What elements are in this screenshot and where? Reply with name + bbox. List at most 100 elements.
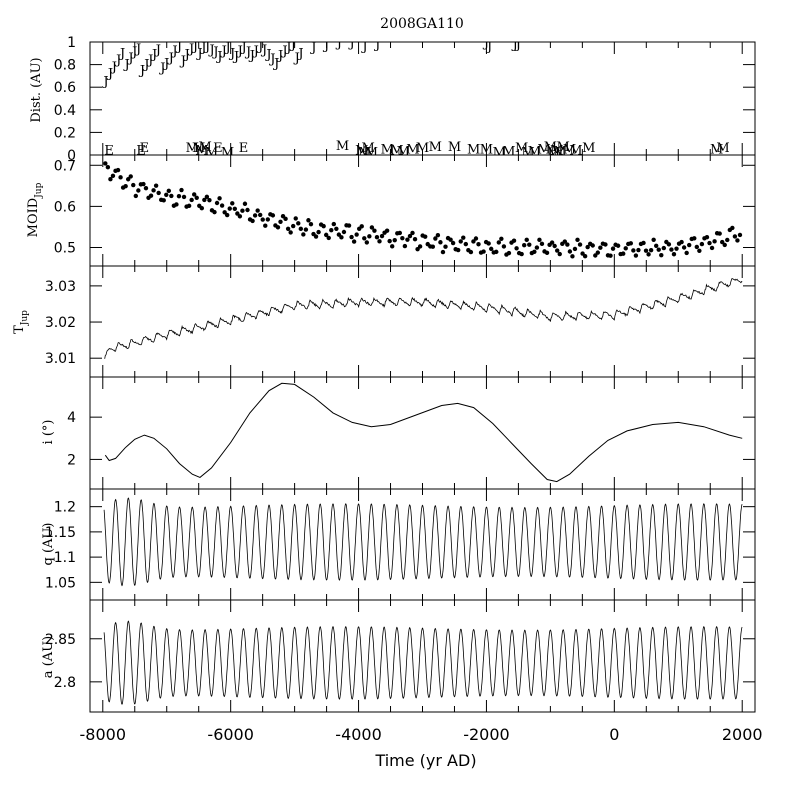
panel-moid: MOIDJup 0.5 0.6 0.7 (26, 154, 756, 267)
encounter-M: M (448, 140, 461, 155)
data-point (661, 245, 667, 251)
encounter-J: J (268, 52, 275, 67)
data-point (103, 161, 108, 166)
data-point (712, 239, 717, 244)
data-point (290, 223, 296, 229)
data-point (539, 241, 545, 247)
data-point (610, 246, 616, 251)
y-tick-label-dist: 0.8 (54, 58, 76, 74)
data-point (608, 253, 613, 258)
panel-tjup: TJup 3.01 3.02 3.03 (12, 265, 756, 378)
x-tick-label: -4000 (335, 725, 382, 744)
data-point (435, 233, 441, 238)
encounter-J: J (162, 56, 169, 71)
encounter-J: J (511, 37, 518, 52)
encounter-M: M (547, 146, 560, 161)
x-tick-label: -6000 (207, 725, 254, 744)
encounter-M: M (221, 146, 234, 161)
data-point (389, 244, 395, 249)
data-point (285, 226, 291, 232)
data-point (169, 193, 174, 199)
series-line (103, 497, 743, 587)
y-axis-label-q: q (AU) (41, 523, 56, 566)
encounter-J: J (293, 51, 300, 66)
encounter-M: M (192, 141, 205, 156)
data-point (549, 240, 555, 245)
panel-q: q (AU) 1.05 1.1 1.15 1.2 (41, 488, 756, 601)
y-tick-label-q: 1.05 (45, 575, 76, 591)
data-point (534, 245, 540, 250)
data-point (326, 235, 331, 241)
series-group-tjup (104, 278, 743, 359)
encounter-M: M (544, 140, 557, 155)
data-point (522, 242, 527, 248)
encounter-M: M (550, 143, 563, 158)
encounter-J: J (264, 47, 271, 62)
data-point (148, 193, 154, 198)
data-point (230, 201, 235, 206)
y-axis-label-tjup: TJup (12, 310, 30, 334)
data-point (298, 226, 304, 232)
encounter-J: J (220, 44, 227, 59)
data-point (506, 250, 512, 256)
encounter-M: M (381, 142, 394, 157)
encounter-M: M (429, 140, 442, 155)
encounter-E: E (213, 141, 223, 156)
data-point (313, 234, 319, 239)
data-point (458, 239, 463, 244)
y-tick-label-moid: 0.5 (54, 241, 76, 257)
encounter-J: J (360, 40, 367, 55)
data-point (468, 249, 474, 255)
data-point (641, 240, 646, 246)
data-point (199, 206, 205, 211)
encounter-M: M (515, 141, 528, 156)
data-point (405, 237, 410, 242)
encounter-J: J (146, 53, 153, 68)
data-point (250, 218, 255, 224)
data-point (123, 183, 128, 189)
data-point (651, 237, 656, 242)
data-point (697, 248, 702, 253)
y-axis-label-incl: i (°) (41, 420, 56, 445)
encounter-J: J (232, 50, 239, 65)
encounter-M: M (365, 146, 378, 161)
data-point (115, 167, 121, 173)
data-point (585, 244, 590, 250)
encounter-J: J (134, 42, 141, 57)
y-tick-label-tjup: 3.02 (45, 315, 76, 331)
data-point (717, 231, 722, 236)
data-point (369, 225, 375, 230)
encounter-J: J (203, 40, 210, 55)
data-point (278, 219, 283, 224)
data-point (143, 185, 149, 191)
encounter-M: M (205, 146, 218, 161)
encounter-J: J (373, 37, 380, 52)
x-tick-label: 0 (609, 725, 619, 744)
data-point (694, 244, 700, 250)
y-axis-label-moid: MOIDJup (26, 182, 44, 237)
data-point (240, 208, 245, 213)
y-tick-label-tjup: 3.03 (45, 279, 76, 295)
data-point (417, 244, 423, 249)
encounter-J: J (256, 40, 263, 55)
data-point (532, 249, 537, 254)
encounter-E: E (136, 143, 146, 158)
data-point (687, 242, 692, 248)
data-point (577, 242, 583, 247)
encounter-M: M (537, 142, 550, 157)
data-point (572, 246, 578, 252)
encounter-J: J (138, 63, 145, 78)
data-point (565, 242, 570, 247)
data-point (334, 226, 339, 231)
data-point (288, 230, 293, 235)
data-point (219, 203, 225, 208)
encounter-J: J (158, 61, 165, 76)
data-point (514, 246, 519, 251)
encounter-J: J (122, 58, 129, 73)
data-point (316, 229, 321, 235)
encounter-J: J (114, 53, 121, 68)
encounter-J: J (170, 44, 177, 59)
